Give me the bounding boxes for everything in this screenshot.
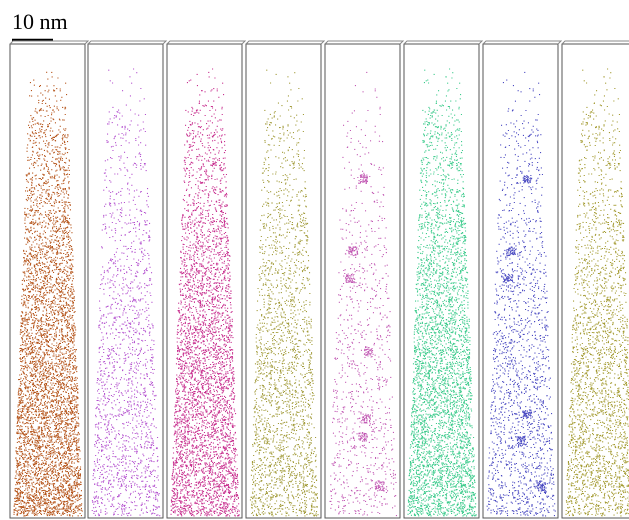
- atom-points: [171, 69, 240, 516]
- page: 10 nm (() => { const data = JSON.parse(d…: [0, 0, 629, 520]
- atom-points: [14, 72, 83, 516]
- atom-points: [250, 70, 319, 516]
- figure: 10 nm: [0, 0, 629, 520]
- panel-frame: [483, 44, 558, 518]
- panel-frame: [325, 44, 400, 518]
- atom-points: [92, 69, 161, 516]
- panels: [10, 41, 629, 518]
- atom-points: [487, 72, 556, 516]
- atom-points: [408, 69, 477, 516]
- atom-points: [330, 72, 398, 515]
- scale-bar-label: 10 nm: [12, 9, 68, 34]
- atom-points: [566, 69, 629, 516]
